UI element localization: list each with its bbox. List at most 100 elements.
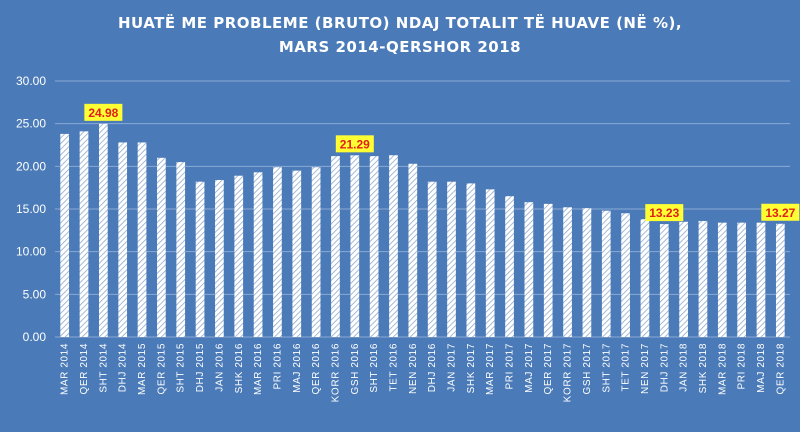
bar bbox=[756, 222, 766, 337]
x-tick-label: GSH 2017 bbox=[582, 343, 593, 395]
bar bbox=[466, 183, 476, 337]
x-tick-label: SHT 2014 bbox=[98, 343, 109, 393]
bar bbox=[350, 155, 360, 337]
x-tick-label: GSH 2016 bbox=[350, 343, 361, 395]
bar bbox=[176, 162, 186, 337]
x-tick-label: JAN 2018 bbox=[679, 343, 690, 392]
x-tick-label: NEN 2017 bbox=[640, 343, 651, 394]
x-tick-label: DHJ 2017 bbox=[659, 343, 670, 392]
bar bbox=[447, 181, 456, 337]
bar bbox=[234, 175, 244, 337]
bar bbox=[563, 207, 572, 337]
x-tick-label: MAJ 2017 bbox=[524, 343, 535, 393]
x-tick-label: QER 2014 bbox=[79, 343, 90, 395]
x-tick-label: TET 2016 bbox=[388, 343, 399, 392]
x-tick-label: JAN 2017 bbox=[447, 343, 458, 392]
x-tick-label: QER 2018 bbox=[775, 343, 786, 395]
bar bbox=[640, 219, 650, 337]
x-tick-label: MAR 2016 bbox=[253, 343, 264, 395]
value-callout: 13.27 bbox=[761, 203, 800, 221]
bar bbox=[137, 142, 147, 337]
x-tick-label: DHJ 2015 bbox=[195, 343, 206, 392]
bar bbox=[215, 179, 224, 337]
x-tick-label: MAR 2018 bbox=[717, 343, 728, 395]
bar bbox=[311, 167, 321, 337]
x-tick-label: KORR 2017 bbox=[563, 343, 574, 402]
y-tick-label: 30.00 bbox=[16, 74, 46, 88]
y-tick-label: 0.00 bbox=[23, 330, 47, 344]
bar bbox=[659, 224, 669, 337]
x-tick-label: PRI 2016 bbox=[272, 343, 283, 390]
y-tick-label: 20.00 bbox=[16, 159, 46, 173]
bar bbox=[408, 163, 418, 337]
bar bbox=[60, 133, 70, 337]
x-tick-label: DHJ 2016 bbox=[427, 343, 438, 392]
bar bbox=[118, 142, 128, 337]
x-tick-label: SHK 2018 bbox=[698, 343, 709, 393]
x-tick-label: KORR 2016 bbox=[330, 343, 341, 402]
bar bbox=[621, 213, 630, 337]
bar bbox=[99, 123, 108, 337]
bar bbox=[195, 181, 205, 337]
x-tick-label: SHT 2017 bbox=[601, 343, 612, 393]
value-callout: 24.98 bbox=[84, 103, 123, 121]
bar bbox=[717, 222, 727, 337]
bar bbox=[505, 196, 514, 337]
x-tick-label: JAN 2016 bbox=[214, 343, 225, 392]
y-axis-tick-labels: 0.00 5.00 10.00 15.00 20.00 25.00 30.00 bbox=[16, 74, 46, 344]
bar bbox=[582, 208, 592, 337]
bar bbox=[389, 155, 398, 337]
callout-box bbox=[335, 135, 374, 153]
bar bbox=[331, 156, 340, 337]
bar bbox=[79, 131, 89, 337]
bar bbox=[485, 189, 495, 337]
bar bbox=[292, 170, 302, 337]
y-tick-label: 5.00 bbox=[23, 287, 47, 301]
x-axis-category-labels: MAR 2014 QER 2014 SHT 2014 DHJ 2014 MAR 2015… bbox=[60, 343, 787, 402]
bar bbox=[524, 202, 534, 337]
x-tick-label: MAR 2014 bbox=[60, 343, 71, 395]
bar bbox=[253, 172, 263, 337]
bar bbox=[679, 221, 688, 337]
x-tick-label: QER 2016 bbox=[311, 343, 322, 395]
x-tick-label: SHK 2016 bbox=[234, 343, 245, 393]
bar bbox=[698, 220, 708, 337]
x-tick-label: PRI 2018 bbox=[737, 343, 748, 390]
y-tick-label: 15.00 bbox=[16, 202, 46, 216]
x-tick-label: SHK 2017 bbox=[466, 343, 477, 393]
bar bbox=[157, 157, 166, 337]
x-tick-label: QER 2017 bbox=[543, 343, 554, 395]
callout-label: 13.27 bbox=[765, 206, 795, 220]
bar bbox=[427, 181, 437, 337]
x-tick-label: NEN 2016 bbox=[408, 343, 419, 394]
bar bbox=[273, 167, 282, 337]
x-tick-label: MAR 2017 bbox=[485, 343, 496, 395]
x-tick-label: MAJ 2018 bbox=[756, 343, 767, 393]
bars bbox=[60, 123, 785, 337]
callout-box bbox=[84, 103, 123, 121]
bar bbox=[369, 156, 379, 337]
x-tick-label: DHJ 2014 bbox=[118, 343, 129, 392]
x-tick-label: MAR 2015 bbox=[137, 343, 148, 395]
x-tick-label: QER 2015 bbox=[156, 343, 167, 395]
x-tick-label: SHT 2016 bbox=[369, 343, 380, 393]
chart-title-line-2: MARS 2014-QERSHOR 2018 bbox=[278, 38, 522, 56]
callout-label: 24.98 bbox=[88, 106, 118, 120]
y-tick-label: 25.00 bbox=[16, 117, 46, 131]
x-tick-label: TET 2017 bbox=[621, 343, 632, 392]
y-tick-label: 10.00 bbox=[16, 245, 46, 259]
callout-box bbox=[645, 204, 684, 222]
bar bbox=[601, 210, 611, 337]
x-tick-label: SHT 2015 bbox=[176, 343, 187, 393]
x-tick-label: PRI 2017 bbox=[505, 343, 516, 390]
callout-label: 21.29 bbox=[340, 137, 370, 151]
x-tick-label: MAJ 2016 bbox=[292, 343, 303, 393]
chart-title-line-1: HUATË ME PROBLEME (BRUTO) NDAJ TOTALIT T… bbox=[117, 14, 683, 32]
bar bbox=[737, 222, 746, 337]
callout-box bbox=[761, 203, 800, 221]
value-callout: 13.23 bbox=[645, 204, 684, 222]
value-callout: 21.29 bbox=[335, 135, 374, 153]
value-callouts: 24.98 21.29 13.23 13.27 bbox=[84, 103, 800, 222]
